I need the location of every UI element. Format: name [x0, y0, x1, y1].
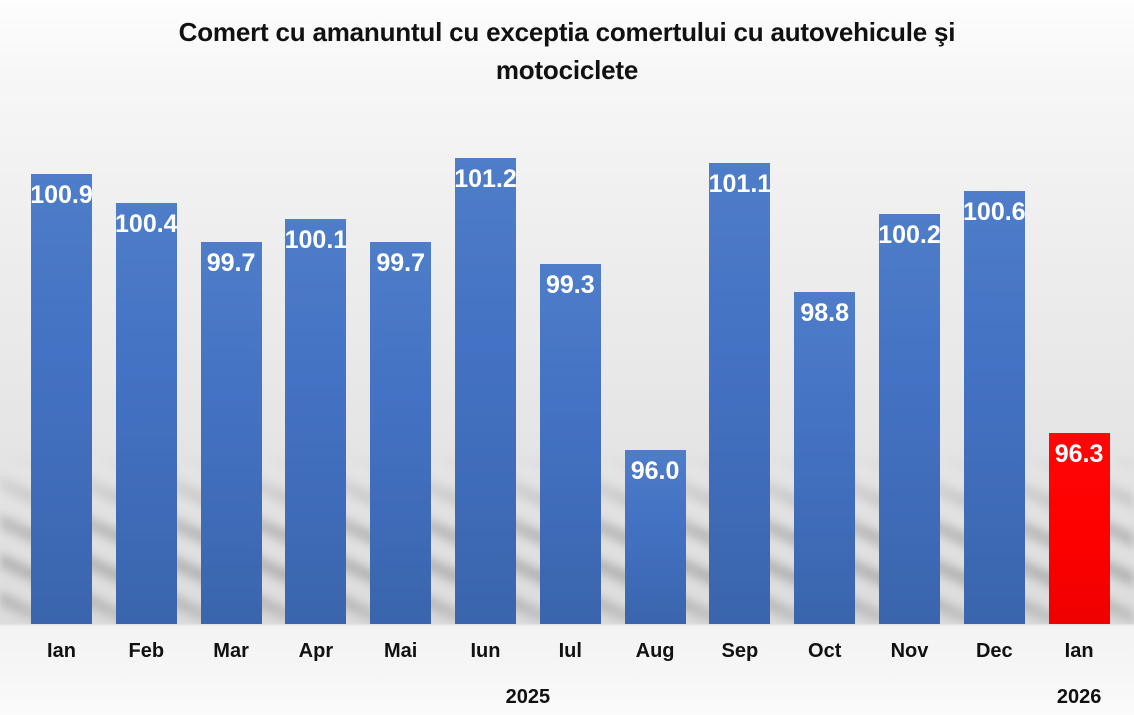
x-axis-year-labels: 2025 2026 — [0, 686, 1134, 712]
bar-oct-2025: 98.8 — [794, 292, 856, 624]
year-label-2026: 2026 — [1056, 686, 1102, 708]
x-tick-label-mai-2025: Mai — [384, 640, 418, 662]
x-tick-label-apr-2025: Apr — [298, 640, 334, 662]
bar-value-label: 101.1 — [708, 170, 772, 198]
bar-feb-2025: 100.4 — [115, 203, 178, 624]
x-tick-label-iul-2025: Iul — [558, 640, 582, 662]
bar-ian-2026: 96.3 — [1048, 433, 1110, 624]
x-tick-label-sep-2025: Sep — [721, 640, 759, 662]
plot-area: 100.9 100.4 99.7 100.1 99.7 101.2 99.3 96.0 101.… — [0, 34, 1134, 624]
chart-title-line-2: motociclete — [495, 54, 639, 85]
bar-value-label: 99.7 — [376, 249, 426, 277]
bar-aug-2025: 96.0 — [624, 450, 686, 624]
x-tick-label-feb-2025: Feb — [128, 640, 165, 662]
bar-value-label: 100.9 — [30, 181, 93, 209]
bar-value-label: 101.2 — [454, 165, 517, 193]
x-tick-label-aug-2025: Aug — [635, 640, 675, 662]
bar-ian-2025: 100.9 — [30, 174, 93, 624]
bar-mar-2025: 99.7 — [200, 242, 262, 624]
bar-value-label: 98.8 — [800, 299, 850, 327]
chart-title: Comert cu amanuntul cu exceptia comertul… — [67, 14, 1067, 89]
x-tick-label-iun-2025: Iun — [470, 640, 501, 662]
x-tick-label-ian-2025: Ian — [47, 640, 76, 662]
bar-apr-2025: 100.1 — [285, 219, 347, 624]
bar-value-label: 99.7 — [206, 249, 256, 277]
bar-value-label: 100.1 — [284, 226, 348, 254]
x-tick-label-mar-2025: Mar — [213, 640, 249, 662]
x-tick-label-oct-2025: Oct — [808, 640, 842, 662]
bar-sep-2025: 101.1 — [709, 163, 771, 624]
chart-title-line-1: Comert cu amanuntul cu exceptia comertul… — [178, 17, 956, 47]
bar-iul-2025: 99.3 — [539, 264, 601, 624]
bar-value-label: 99.3 — [545, 271, 595, 299]
bar-mai-2025: 99.7 — [370, 242, 432, 624]
year-label-2025: 2025 — [505, 686, 551, 708]
x-tick-label-dec-2025: Dec — [975, 640, 1013, 662]
x-axis-month-labels: Ian Feb Mar Apr Mai Iun Iul Aug Sep Oct Nov Dec Ian — [0, 640, 1134, 666]
bar-value-label: 100.2 — [878, 221, 941, 249]
bar-nov-2025: 100.2 — [878, 214, 941, 624]
x-tick-label-nov-2025: Nov — [890, 640, 929, 662]
bar-value-label: 100.4 — [115, 210, 178, 238]
bar-value-label: 96.3 — [1054, 440, 1104, 468]
x-tick-label-ian-2026: Ian — [1064, 640, 1094, 662]
bar-value-label: 100.6 — [963, 198, 1026, 226]
bar-iun-2025: 101.2 — [454, 158, 517, 624]
bar-dec-2025: 100.6 — [963, 191, 1026, 624]
bar-value-label: 96.0 — [630, 457, 680, 485]
